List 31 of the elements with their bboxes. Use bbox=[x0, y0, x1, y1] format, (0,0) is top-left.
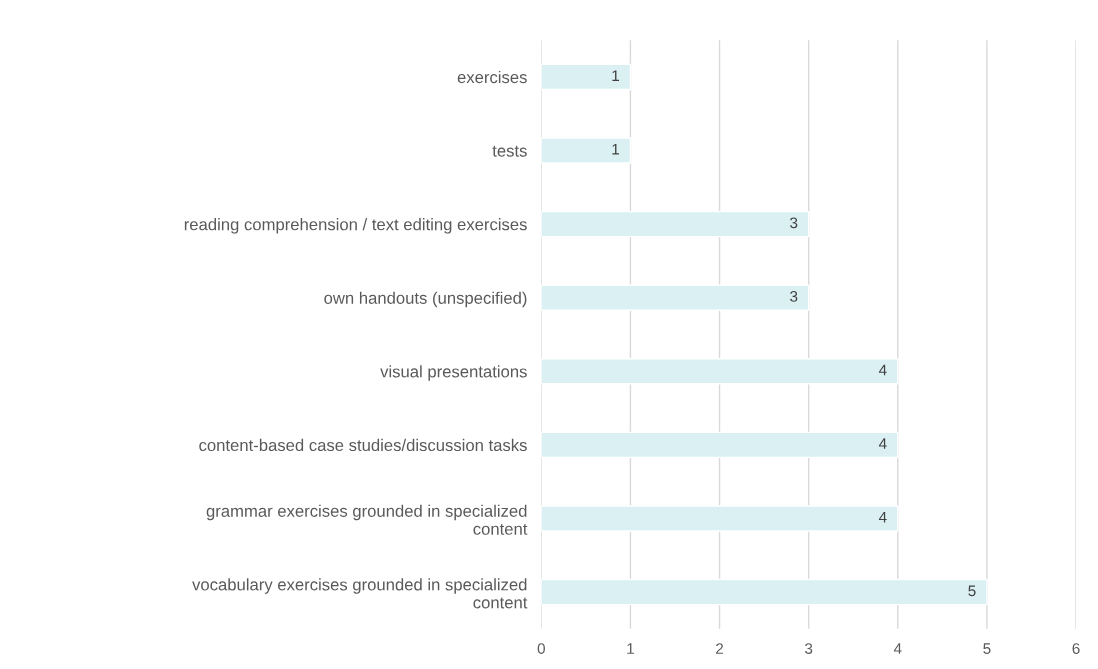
x-tick-label: 1 bbox=[627, 643, 634, 654]
x-tick-label: 3 bbox=[805, 643, 813, 654]
y-tick-label: tests bbox=[492, 145, 527, 157]
data-label: 1 bbox=[612, 70, 619, 81]
bar bbox=[541, 210, 810, 238]
data-label: 1 bbox=[612, 143, 619, 155]
bar bbox=[541, 431, 899, 459]
data-label: 4 bbox=[878, 511, 887, 523]
x-tick-label: 2 bbox=[716, 643, 724, 654]
data-label: 5 bbox=[968, 585, 976, 597]
data-label: 4 bbox=[878, 438, 887, 449]
x-tick-label: 5 bbox=[983, 643, 991, 654]
x-tick-label: 6 bbox=[1072, 643, 1080, 654]
y-tick-label: vocabulary exercises grounded in specialized content bbox=[192, 578, 528, 609]
y-tick-label: exercises bbox=[457, 70, 527, 84]
bar bbox=[541, 63, 632, 91]
data-label: 3 bbox=[790, 217, 798, 229]
bar bbox=[541, 505, 899, 532]
bar bbox=[541, 284, 810, 311]
y-tick-label: own handouts (unspecified) bbox=[324, 291, 527, 308]
y-tick-label: reading comprehension / text editing exercises bbox=[184, 218, 527, 234]
bar bbox=[541, 578, 988, 606]
y-tick-label: visual presentations bbox=[380, 365, 527, 381]
data-label: 4 bbox=[878, 364, 887, 376]
data-label: 3 bbox=[790, 290, 798, 302]
bar bbox=[541, 358, 899, 385]
bar bbox=[541, 137, 632, 164]
x-tick-label: 4 bbox=[893, 643, 902, 654]
y-tick-label: grammar exercises grounded in specialized content bbox=[206, 504, 528, 535]
y-tick-label: content-based case studies/discussion tasks bbox=[199, 438, 527, 452]
x-tick-label: 0 bbox=[537, 643, 545, 654]
